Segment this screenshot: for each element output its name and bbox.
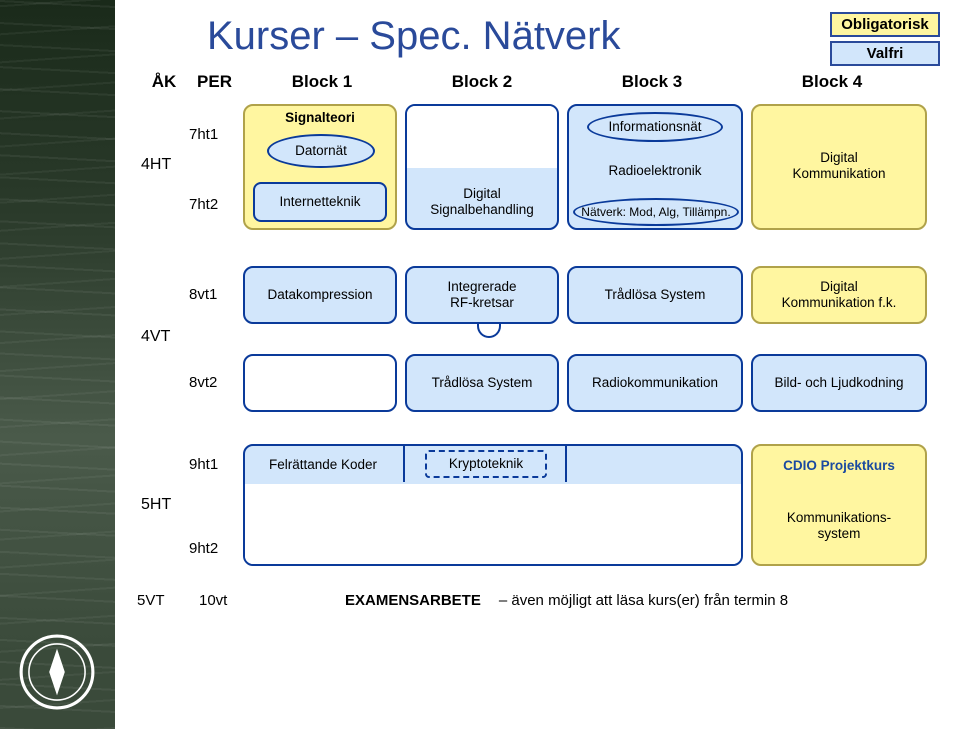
course-tradlosa-8vt2: Trådlösa System [405, 354, 559, 412]
col-b2: Block 2 [402, 72, 562, 92]
per-7ht1: 7ht1 [189, 126, 218, 143]
legend-obligatory: Obligatorisk [830, 12, 940, 37]
course-informationsnat: Informationsnät [587, 112, 723, 142]
term-5ht: 5HT [139, 496, 171, 514]
course-dsb: Digital Signalbehandling [405, 178, 559, 226]
course-internetteknik: Internetteknik [253, 182, 387, 222]
col-b3: Block 3 [562, 72, 742, 92]
course-signalteori: Signalteori [245, 108, 395, 128]
per-8vt2: 8vt2 [189, 374, 217, 391]
row-5vt: 5VT 10vt EXAMENSARBETE – även möjligt at… [137, 592, 942, 609]
b1-8vt2-empty [243, 354, 397, 412]
hook-b2-8vt1 [477, 324, 501, 338]
page-title: Kurser – Spec. Nätverk [207, 14, 621, 59]
course-digkomfk: Digital Kommunikation f.k. [751, 266, 927, 324]
course-digkom: Digital Kommunikation [751, 144, 927, 188]
per-8vt1: 8vt1 [189, 286, 217, 303]
col-per: PER [187, 72, 242, 92]
course-komsys: Kommunikations- system [751, 504, 927, 548]
term-4vt: 4VT [139, 328, 170, 346]
course-bildljud: Bild- och Ljudkodning [751, 354, 927, 412]
course-tradlosa-8vt1: Trådlösa System [567, 266, 743, 324]
decorative-sidebar [0, 0, 115, 729]
exam-label: EXAMENSARBETE [345, 592, 481, 609]
course-natverkmod: Nätverk: Mod, Alg, Tillämpn. [573, 198, 739, 226]
course-datornat: Datornät [267, 134, 375, 168]
per-10vt: 10vt [199, 592, 249, 609]
course-felrattande: Felrättande Koder [245, 450, 401, 480]
sep-b12-5ht [403, 446, 405, 482]
sep-b23-5ht [565, 446, 567, 482]
slide-body: Kurser – Spec. Nätverk Obligatorisk Valf… [115, 0, 960, 729]
col-b4: Block 4 [742, 72, 922, 92]
col-b1: Block 1 [242, 72, 402, 92]
exam-note: – även möjligt att läsa kurs(er) från te… [499, 592, 788, 609]
term-5vt: 5VT [137, 592, 181, 609]
course-rfk: Integrerade RF-kretsar [405, 266, 559, 324]
course-cdio: CDIO Projektkurs [751, 454, 927, 478]
legend: Obligatorisk Valfri [830, 12, 940, 66]
per-7ht2: 7ht2 [189, 196, 218, 213]
course-radioelektronik: Radioelektronik [569, 160, 741, 182]
b123-white-mask [245, 484, 741, 564]
column-headers: ÅK PER Block 1 Block 2 Block 3 Block 4 [137, 72, 942, 92]
legend-optional: Valfri [830, 41, 940, 66]
term-4ht: 4HT [139, 156, 171, 174]
university-logo [18, 633, 96, 711]
course-radiokom: Radiokommunikation [567, 354, 743, 412]
col-ak: ÅK [137, 72, 187, 92]
course-kryptoteknik: Kryptoteknik [425, 450, 547, 478]
course-datakompression: Datakompression [243, 266, 397, 324]
block2-empty-top [407, 106, 557, 168]
per-9ht1: 9ht1 [189, 456, 218, 473]
per-9ht2: 9ht2 [189, 540, 218, 557]
